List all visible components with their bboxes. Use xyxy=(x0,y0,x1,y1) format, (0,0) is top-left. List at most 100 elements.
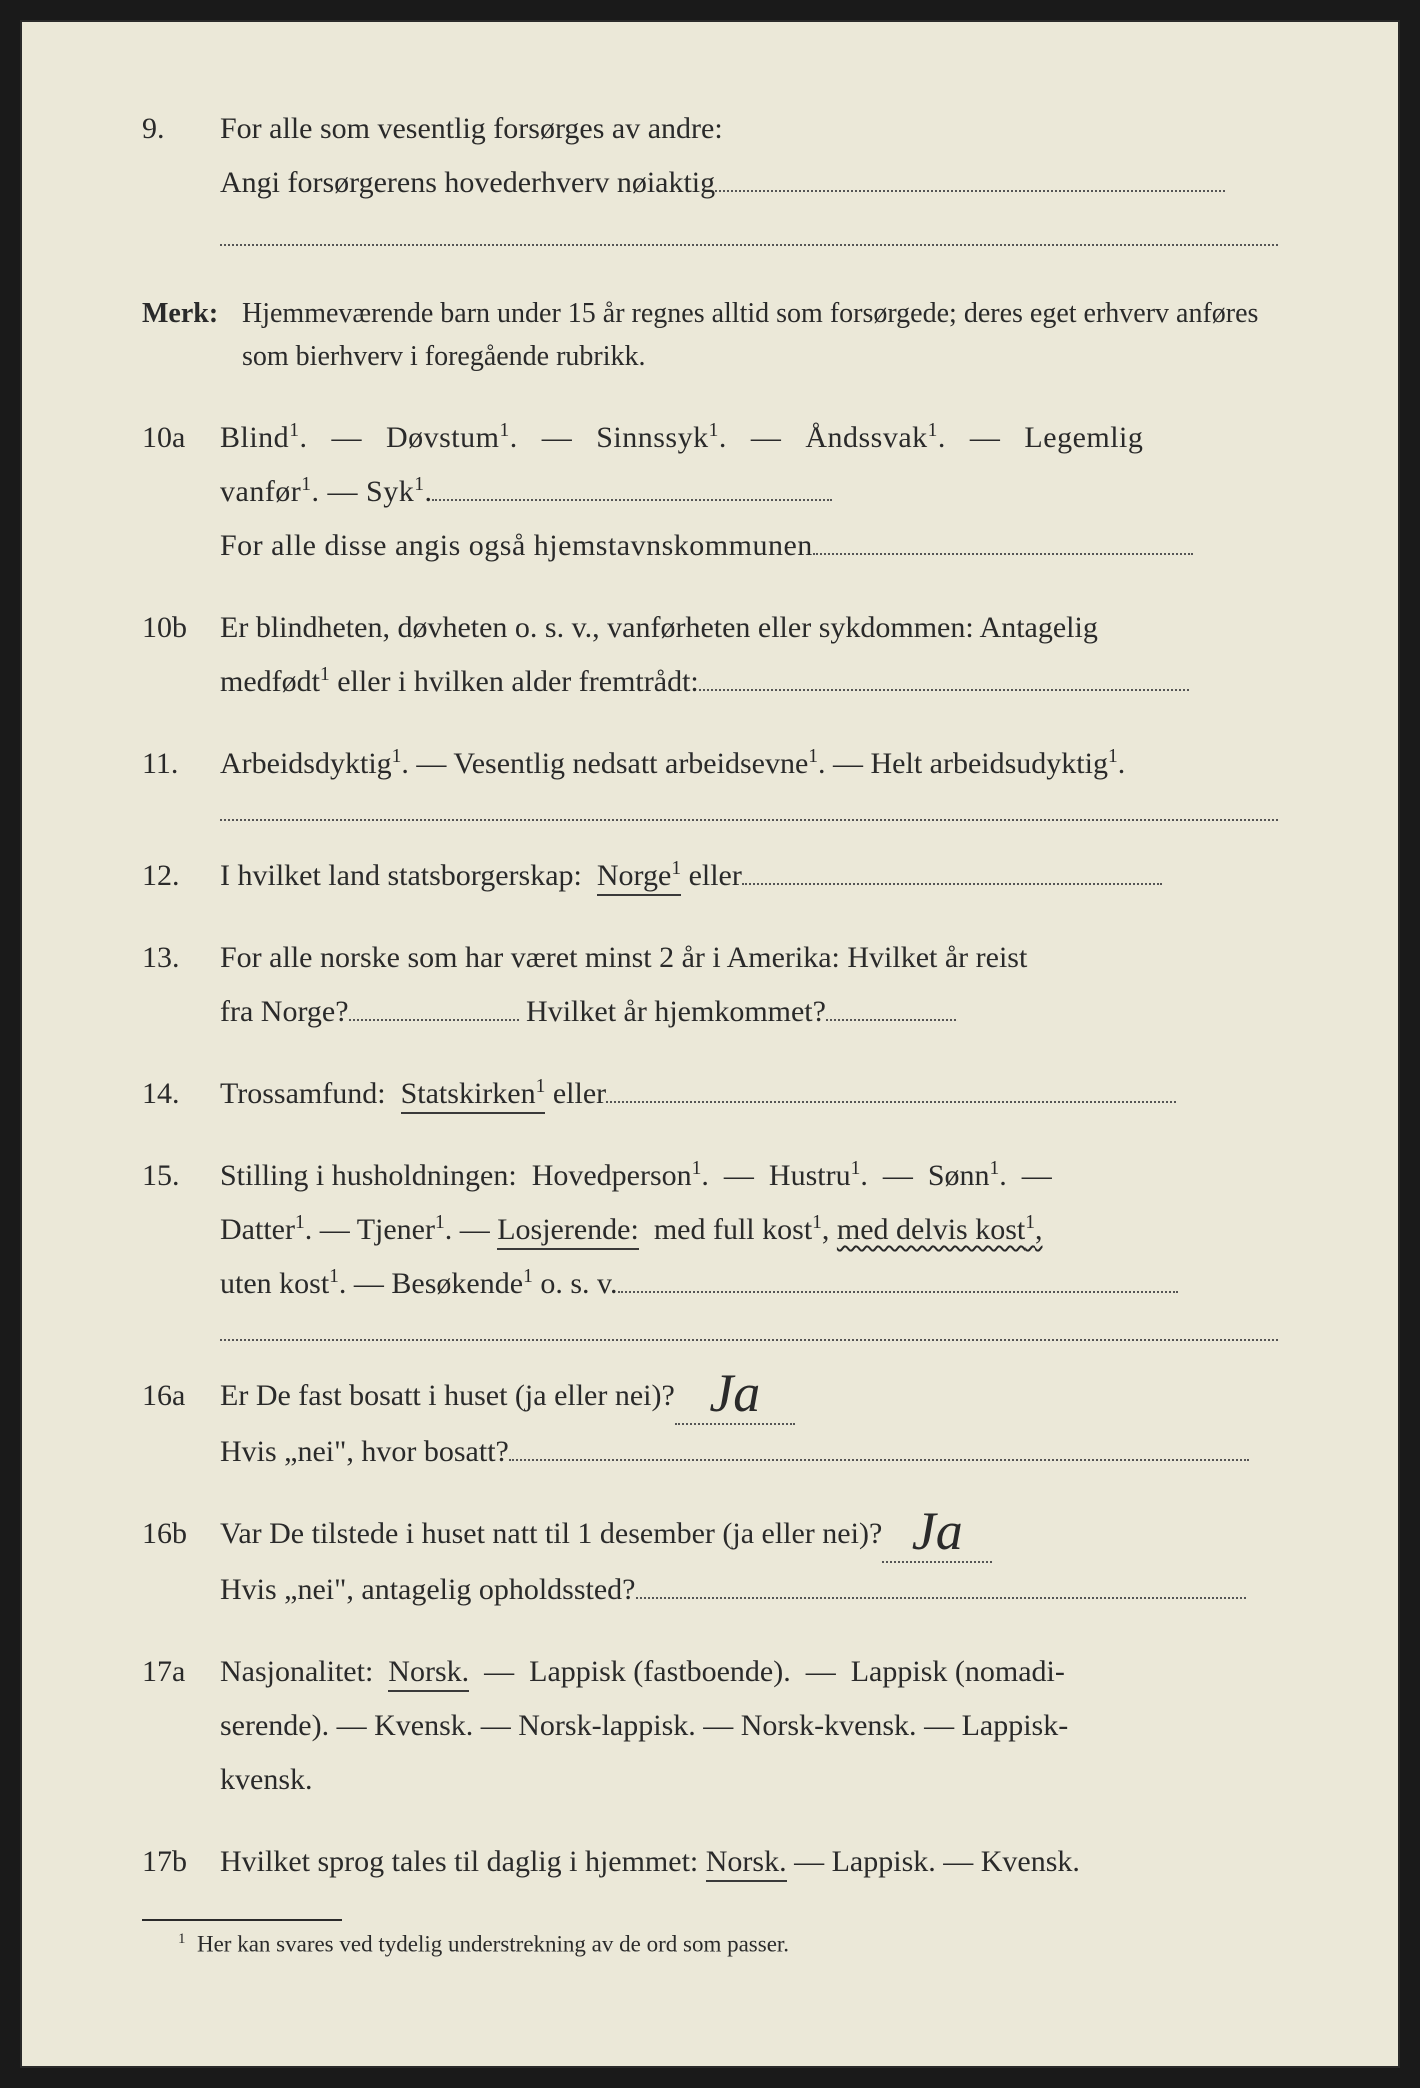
q9-line1: For alle som vesentlig forsørges av andr… xyxy=(220,112,723,145)
footnote-marker: 1 xyxy=(178,1931,185,1947)
merk-label: Merk: xyxy=(142,292,242,379)
q15-k: o. s. v. xyxy=(540,1267,617,1300)
note-merk: Merk: Hjemmeværende barn under 15 år reg… xyxy=(142,292,1278,379)
q15-d: Datter xyxy=(220,1213,295,1246)
q16a-blank xyxy=(509,1459,1249,1461)
q10a-content: Blind1.—Døvstum1.—Sinnssyk1.—Åndssvak1.—… xyxy=(220,411,1278,573)
q15-blank xyxy=(618,1291,1178,1293)
q10b-content: Er blindheten, døvheten o. s. v., vanfør… xyxy=(220,601,1278,709)
q16b-q: Var De tilstede i huset natt til 1 desem… xyxy=(220,1517,882,1550)
q12-number: 12. xyxy=(142,849,220,903)
q11-c: Helt arbeidsudyktig xyxy=(871,747,1108,780)
q17a-h: Lappisk- xyxy=(962,1709,1069,1742)
q10a-andssvak: Åndssvak xyxy=(805,421,927,454)
q16a-number: 16a xyxy=(142,1369,220,1479)
q10a-dovstum: Døvstum xyxy=(386,421,500,454)
q17a-label: Nasjonalitet: xyxy=(220,1655,373,1688)
q14-statskirken: Statskirken1 xyxy=(401,1077,546,1114)
q17a-content: Nasjonalitet: Norsk. — Lappisk (fastboen… xyxy=(220,1645,1278,1807)
q15-a: Hovedperson xyxy=(532,1159,692,1192)
q12-norge: Norge1 xyxy=(597,859,681,896)
q14-blank xyxy=(606,1101,1176,1103)
question-13: 13. For alle norske som har været minst … xyxy=(142,931,1278,1039)
q10a-legemlig: Legemlig xyxy=(1024,421,1143,454)
q11-a: Arbeidsdyktig xyxy=(220,747,392,780)
q10a-hjemstavn: For alle disse angis også hjemstavnskomm… xyxy=(220,529,813,562)
q10b-number: 10b xyxy=(142,601,220,709)
q16a-sub: Hvis „nei", hvor bosatt? xyxy=(220,1435,509,1468)
q9-blank2 xyxy=(220,244,1278,246)
question-9: 9. For alle som vesentlig forsørges av a… xyxy=(142,102,1278,264)
q9-line2: Angi forsørgerens hovederhverv nøiaktig xyxy=(220,166,715,199)
q15-g: med full kost xyxy=(654,1213,812,1246)
q13-blank2 xyxy=(826,1019,956,1021)
q17a-e: Kvensk. xyxy=(374,1709,473,1742)
q17a-b: Lappisk (fastboende). xyxy=(529,1655,791,1688)
footnote: 1 Her kan svares ved tydelig understrekn… xyxy=(142,1931,1278,1958)
question-17a: 17a Nasjonalitet: Norsk. — Lappisk (fast… xyxy=(142,1645,1278,1807)
q12-or: eller xyxy=(689,859,742,892)
footnote-text: Her kan svares ved tydelig understreknin… xyxy=(197,1931,789,1956)
q13-content: For alle norske som har været minst 2 år… xyxy=(220,931,1278,1039)
q17b-number: 17b xyxy=(142,1835,220,1889)
q15-losjerende: Losjerende: xyxy=(497,1213,639,1250)
q10b-text2b: eller i hvilken alder fremtrådt: xyxy=(330,665,699,698)
q10a-vanfor: vanfør xyxy=(220,475,301,508)
q16a-content: Er De fast bosatt i huset (ja eller nei)… xyxy=(220,1369,1278,1479)
q12-text: I hvilket land statsborgerskap: xyxy=(220,859,582,892)
q15-number: 15. xyxy=(142,1149,220,1311)
q16b-answer: Ja xyxy=(912,1518,963,1545)
q14-number: 14. xyxy=(142,1067,220,1121)
q14-content: Trossamfund: Statskirken1 eller xyxy=(220,1067,1278,1121)
q10b-medfodt: medfødt xyxy=(220,665,320,698)
q15-h: med delvis kost1, xyxy=(837,1213,1043,1246)
q16b-answer-field[interactable]: Ja xyxy=(882,1507,992,1563)
q16b-blank xyxy=(636,1597,1246,1599)
q10b-blank xyxy=(699,689,1189,691)
q17a-i: kvensk. xyxy=(220,1763,313,1796)
q15-e: Tjener xyxy=(357,1213,435,1246)
q10a-number: 10a xyxy=(142,411,220,573)
q15-i: uten kost xyxy=(220,1267,329,1300)
q13-text1: For alle norske som har været minst 2 år… xyxy=(220,941,1027,974)
q16b-content: Var De tilstede i huset natt til 1 desem… xyxy=(220,1507,1278,1617)
q17b-b: Lappisk. xyxy=(832,1845,936,1878)
q14-label: Trossamfund: xyxy=(220,1077,386,1110)
q9-blank xyxy=(715,190,1225,192)
q17a-g: Norsk-kvensk. xyxy=(741,1709,917,1742)
q10a-sinnssyk: Sinnssyk xyxy=(596,421,708,454)
divider-15 xyxy=(220,1339,1278,1341)
q10a-blind: Blind xyxy=(220,421,289,454)
q10a-syk: Syk xyxy=(366,475,414,508)
q16a-answer-field[interactable]: Ja xyxy=(675,1369,795,1425)
q17b-norsk: Norsk. xyxy=(706,1845,787,1882)
q17a-f: Norsk-lappisk. xyxy=(518,1709,695,1742)
q17a-number: 17a xyxy=(142,1645,220,1807)
question-16b: 16b Var De tilstede i huset natt til 1 d… xyxy=(142,1507,1278,1617)
q17b-content: Hvilket sprog tales til daglig i hjemmet… xyxy=(220,1835,1278,1889)
q17a-norsk: Norsk. xyxy=(388,1655,469,1692)
divider-11 xyxy=(220,819,1278,821)
q15-label: Stilling i husholdningen: xyxy=(220,1159,517,1192)
question-11: 11. Arbeidsdyktig1. — Vesentlig nedsatt … xyxy=(142,737,1278,791)
q11-content: Arbeidsdyktig1. — Vesentlig nedsatt arbe… xyxy=(220,737,1278,791)
q10a-blank1 xyxy=(432,499,832,501)
q13-hjem: Hvilket år hjemkommet? xyxy=(526,995,826,1028)
question-14: 14. Trossamfund: Statskirken1 eller xyxy=(142,1067,1278,1121)
q16b-number: 16b xyxy=(142,1507,220,1617)
q16a-answer: Ja xyxy=(709,1380,760,1407)
q9-number: 9. xyxy=(142,102,220,264)
question-12: 12. I hvilket land statsborgerskap: Norg… xyxy=(142,849,1278,903)
q15-c: Sønn xyxy=(928,1159,990,1192)
question-17b: 17b Hvilket sprog tales til daglig i hje… xyxy=(142,1835,1278,1889)
q12-blank xyxy=(742,883,1162,885)
q13-number: 13. xyxy=(142,931,220,1039)
question-10b: 10b Er blindheten, døvheten o. s. v., va… xyxy=(142,601,1278,709)
q11-b: Vesentlig nedsatt arbeidsevne xyxy=(453,747,808,780)
q10b-text1: Er blindheten, døvheten o. s. v., vanfør… xyxy=(220,611,1098,644)
merk-text: Hjemmeværende barn under 15 år regnes al… xyxy=(242,292,1278,379)
q16a-q: Er De fast bosatt i huset (ja eller nei)… xyxy=(220,1379,675,1412)
q11-number: 11. xyxy=(142,737,220,791)
q17a-d: serende). xyxy=(220,1709,329,1742)
footnote-rule xyxy=(142,1919,342,1921)
